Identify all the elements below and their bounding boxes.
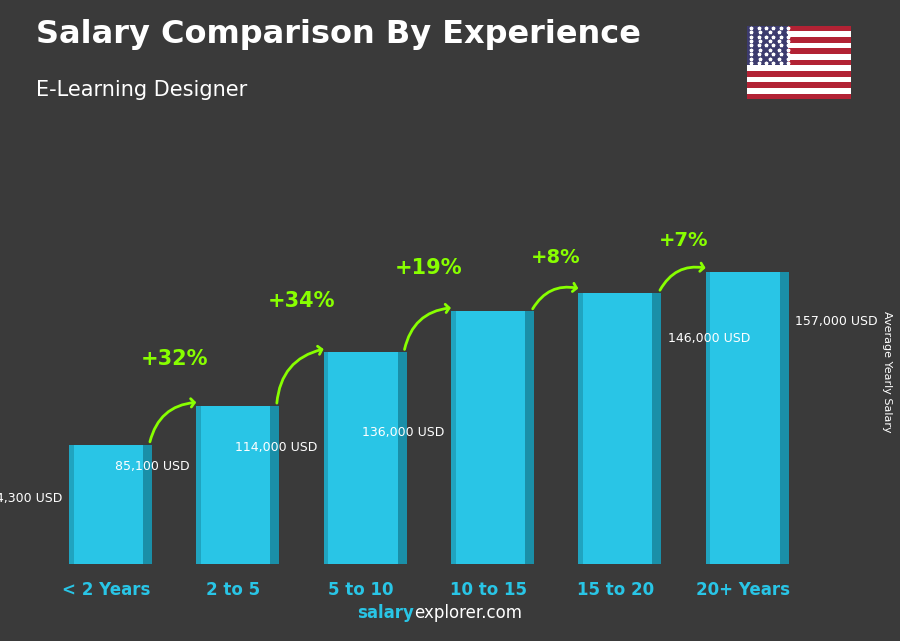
Text: E-Learning Designer: E-Learning Designer: [36, 80, 248, 100]
Bar: [720, 0, 765, 641]
Bar: [135, 0, 180, 641]
Bar: [747, 37, 850, 43]
Bar: [747, 43, 850, 48]
Bar: [747, 71, 850, 77]
Text: 85,100 USD: 85,100 USD: [115, 460, 190, 472]
Text: +8%: +8%: [531, 247, 581, 267]
Bar: [747, 94, 850, 99]
Bar: [765, 0, 810, 641]
Bar: [585, 0, 630, 641]
Bar: [0, 0, 45, 641]
Text: 64,300 USD: 64,300 USD: [0, 492, 63, 505]
Bar: [45, 0, 90, 641]
Bar: [450, 0, 495, 641]
Bar: [196, 406, 270, 564]
Bar: [747, 48, 850, 54]
Text: +34%: +34%: [267, 291, 335, 312]
Text: 157,000 USD: 157,000 USD: [795, 315, 878, 328]
Text: salary: salary: [357, 604, 414, 622]
Bar: [324, 352, 328, 564]
Bar: [810, 0, 855, 641]
Text: explorer.com: explorer.com: [414, 604, 522, 622]
Bar: [747, 26, 788, 65]
Bar: [324, 352, 398, 564]
Bar: [579, 293, 583, 564]
Text: +7%: +7%: [659, 231, 708, 250]
Bar: [451, 312, 455, 564]
Polygon shape: [652, 293, 662, 564]
Bar: [180, 0, 225, 641]
Bar: [196, 406, 201, 564]
Bar: [540, 0, 585, 641]
Bar: [855, 0, 900, 641]
Bar: [747, 88, 850, 94]
Text: Salary Comparison By Experience: Salary Comparison By Experience: [36, 19, 641, 50]
Bar: [706, 272, 779, 564]
Bar: [747, 77, 850, 82]
Polygon shape: [143, 445, 152, 564]
Text: +32%: +32%: [140, 349, 208, 369]
Text: 146,000 USD: 146,000 USD: [668, 332, 750, 345]
Bar: [747, 31, 850, 37]
Bar: [315, 0, 360, 641]
Text: +19%: +19%: [395, 258, 463, 278]
Bar: [675, 0, 720, 641]
Text: 114,000 USD: 114,000 USD: [235, 441, 318, 454]
Text: Average Yearly Salary: Average Yearly Salary: [881, 311, 892, 433]
Polygon shape: [398, 352, 407, 564]
Bar: [495, 0, 540, 641]
Bar: [360, 0, 405, 641]
Bar: [706, 272, 710, 564]
Bar: [630, 0, 675, 641]
Bar: [69, 445, 143, 564]
Bar: [69, 445, 74, 564]
Polygon shape: [270, 406, 279, 564]
Bar: [747, 54, 850, 60]
Bar: [747, 82, 850, 88]
Bar: [579, 293, 652, 564]
Bar: [747, 65, 850, 71]
Bar: [747, 26, 850, 31]
Bar: [451, 312, 525, 564]
Bar: [747, 60, 850, 65]
Polygon shape: [779, 272, 788, 564]
Bar: [270, 0, 315, 641]
Text: 136,000 USD: 136,000 USD: [363, 426, 445, 439]
Bar: [225, 0, 270, 641]
Bar: [90, 0, 135, 641]
Bar: [405, 0, 450, 641]
Polygon shape: [525, 312, 534, 564]
